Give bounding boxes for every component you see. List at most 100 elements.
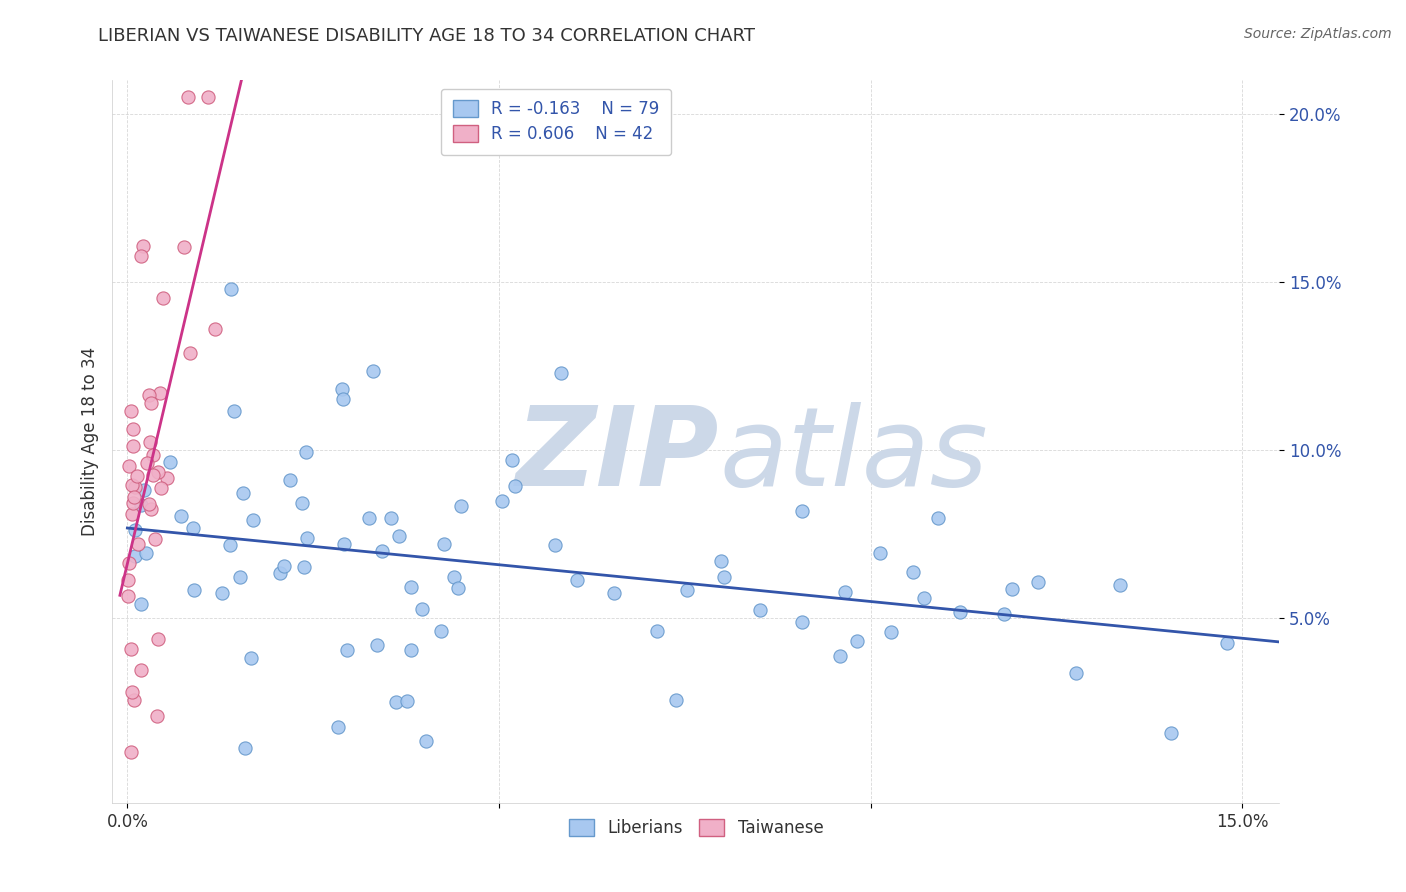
Point	[138, 388, 160, 402]
Point	[204, 322, 226, 336]
Point	[124, 524, 146, 538]
Point	[380, 511, 402, 525]
Point	[242, 512, 264, 526]
Point	[371, 544, 394, 558]
Point	[395, 694, 418, 708]
Point	[295, 531, 318, 545]
Point	[710, 553, 733, 567]
Point	[240, 651, 263, 665]
Point	[1001, 582, 1024, 596]
Point	[134, 483, 156, 498]
Point	[291, 496, 314, 510]
Point	[142, 448, 165, 462]
Point	[792, 615, 814, 630]
Point	[183, 583, 205, 598]
Point	[121, 745, 143, 759]
Point	[330, 383, 353, 397]
Point	[927, 511, 949, 525]
Point	[869, 546, 891, 560]
Point	[136, 456, 159, 470]
Text: atlas: atlas	[720, 402, 988, 509]
Point	[645, 624, 668, 638]
Point	[146, 709, 169, 723]
Point	[1160, 725, 1182, 739]
Point	[269, 566, 291, 581]
Point	[675, 582, 697, 597]
Point	[121, 478, 143, 492]
Point	[1064, 665, 1087, 680]
Point	[211, 586, 233, 600]
Point	[138, 497, 160, 511]
Point	[429, 624, 451, 639]
Point	[665, 693, 688, 707]
Point	[127, 469, 149, 483]
Text: LIBERIAN VS TAIWANESE DISABILITY AGE 18 TO 34 CORRELATION CHART: LIBERIAN VS TAIWANESE DISABILITY AGE 18 …	[98, 27, 755, 45]
Point	[384, 695, 406, 709]
Point	[1026, 575, 1049, 590]
Point	[219, 282, 242, 296]
Point	[846, 634, 869, 648]
Point	[399, 581, 422, 595]
Point	[550, 366, 572, 380]
Point	[501, 453, 523, 467]
Point	[748, 603, 770, 617]
Point	[278, 473, 301, 487]
Point	[139, 435, 162, 450]
Point	[443, 570, 465, 584]
Point	[292, 559, 315, 574]
Point	[450, 500, 472, 514]
Point	[332, 392, 354, 406]
Point	[790, 504, 813, 518]
Point	[993, 607, 1015, 621]
Point	[912, 591, 935, 606]
Point	[148, 632, 170, 647]
Point	[1108, 578, 1130, 592]
Point	[332, 537, 354, 551]
Point	[880, 624, 903, 639]
Point	[295, 445, 318, 459]
Y-axis label: Disability Age 18 to 34: Disability Age 18 to 34	[80, 347, 98, 536]
Point	[565, 573, 588, 587]
Point	[143, 533, 166, 547]
Point	[503, 479, 526, 493]
Legend: Liberians, Taiwanese: Liberians, Taiwanese	[561, 810, 831, 845]
Point	[491, 493, 513, 508]
Point	[222, 403, 245, 417]
Point	[117, 574, 139, 588]
Point	[122, 439, 145, 453]
Point	[129, 498, 152, 512]
Point	[149, 385, 172, 400]
Point	[447, 581, 470, 595]
Point	[603, 586, 626, 600]
Point	[152, 291, 174, 305]
Point	[122, 491, 145, 505]
Point	[156, 471, 179, 485]
Point	[415, 734, 437, 748]
Point	[122, 692, 145, 706]
Point	[148, 465, 170, 479]
Point	[120, 404, 142, 418]
Text: Source: ZipAtlas.com: Source: ZipAtlas.com	[1244, 27, 1392, 41]
Point	[131, 249, 153, 263]
Point	[366, 638, 388, 652]
Point	[181, 521, 204, 535]
Point	[120, 642, 142, 657]
Point	[834, 585, 856, 599]
Point	[170, 508, 193, 523]
Point	[273, 559, 295, 574]
Point	[141, 501, 163, 516]
Point	[232, 486, 254, 500]
Point	[118, 556, 141, 570]
Point	[118, 458, 141, 473]
Point	[197, 90, 219, 104]
Point	[117, 589, 139, 603]
Point	[401, 642, 423, 657]
Point	[229, 570, 252, 584]
Point	[124, 549, 146, 563]
Point	[361, 364, 384, 378]
Point	[411, 602, 433, 616]
Point	[177, 90, 200, 104]
Point	[335, 643, 357, 657]
Point	[328, 720, 350, 734]
Point	[122, 496, 145, 510]
